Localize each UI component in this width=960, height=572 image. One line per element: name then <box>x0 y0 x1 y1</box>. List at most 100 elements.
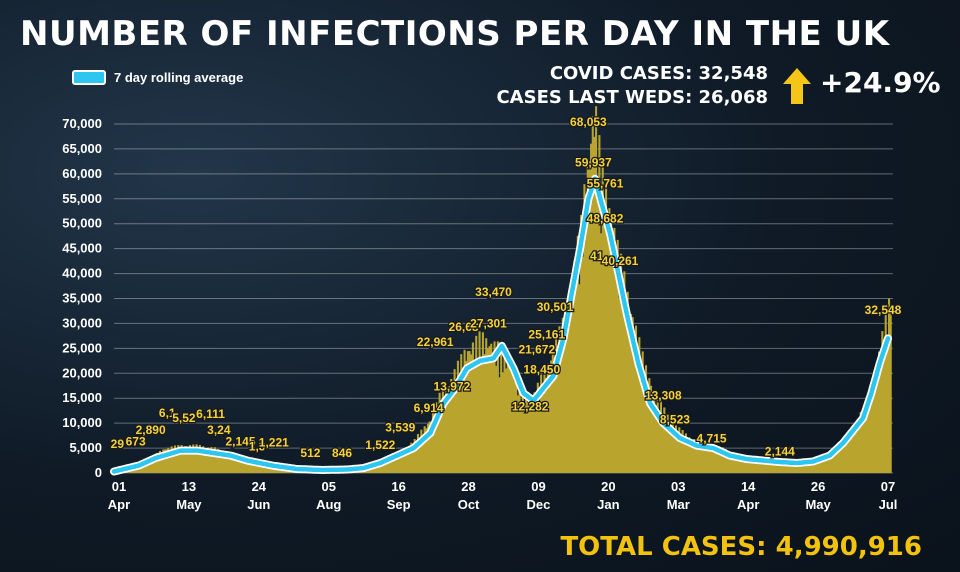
bar <box>433 418 436 473</box>
bar <box>208 450 211 473</box>
bar <box>217 448 220 473</box>
bar <box>684 433 687 473</box>
bar <box>157 456 160 473</box>
bar <box>223 453 226 473</box>
bar <box>620 253 623 473</box>
bar <box>423 426 426 473</box>
bar <box>435 402 438 473</box>
bar <box>773 460 776 473</box>
y-tick-label: 70,000 <box>62 116 102 131</box>
bar <box>791 462 794 473</box>
bar <box>661 420 664 473</box>
bar <box>218 454 221 473</box>
bar <box>811 460 814 473</box>
bar <box>551 349 554 473</box>
bar <box>541 391 544 473</box>
bar <box>776 460 779 473</box>
bar <box>520 403 523 473</box>
data-label: 512 <box>300 446 320 460</box>
bar <box>694 443 697 473</box>
bar <box>526 402 529 473</box>
data-label: 3,539 <box>385 421 415 435</box>
bar <box>525 394 528 473</box>
bar <box>486 348 489 473</box>
bar <box>561 317 564 473</box>
bar <box>863 405 866 473</box>
bar <box>453 369 456 473</box>
x-tick-month: Jun <box>247 497 270 512</box>
data-label: 12,282 <box>512 400 549 414</box>
bar <box>471 342 474 473</box>
bar <box>729 453 732 473</box>
bar <box>759 462 762 473</box>
bar <box>615 268 618 473</box>
x-tick-day: 14 <box>741 479 756 494</box>
data-label: 30,501 <box>537 300 574 314</box>
x-tick-day: 05 <box>321 479 335 494</box>
bar <box>162 449 165 473</box>
bar <box>528 401 531 473</box>
bar <box>173 445 176 473</box>
bar <box>501 372 504 473</box>
bar <box>150 459 153 473</box>
bar <box>418 441 421 473</box>
bar <box>843 446 846 473</box>
bar <box>448 386 451 473</box>
bar <box>463 349 466 473</box>
x-tick-month: Jul <box>879 497 898 512</box>
legend-swatch-rolling-average <box>72 70 106 85</box>
bar <box>734 456 737 473</box>
bar <box>726 453 729 473</box>
bar <box>819 456 822 473</box>
bar <box>649 385 653 473</box>
data-label: 5,52 <box>172 411 196 425</box>
bar <box>828 454 831 473</box>
bar <box>222 454 225 473</box>
bar <box>227 456 230 473</box>
bar <box>646 382 649 473</box>
bar <box>889 310 892 473</box>
bar <box>248 463 251 473</box>
bar <box>829 451 832 473</box>
bar <box>237 461 240 473</box>
bar <box>721 447 724 473</box>
bar <box>709 445 712 473</box>
bar <box>473 359 476 473</box>
bar <box>688 437 691 473</box>
bar <box>648 378 651 473</box>
bar <box>436 415 439 473</box>
bar <box>242 460 245 473</box>
bar <box>378 462 381 473</box>
bar <box>190 449 193 473</box>
y-tick-label: 45,000 <box>62 241 102 256</box>
bar <box>476 365 479 473</box>
bar <box>490 343 493 473</box>
bar <box>160 452 163 473</box>
bar <box>480 361 483 473</box>
stats-box: COVID CASES: 32,548 CASES LAST WEDS: 26,… <box>496 62 768 110</box>
bar <box>689 439 692 473</box>
data-label: 6,111 <box>196 407 225 421</box>
y-tick-label: 25,000 <box>62 340 102 355</box>
up-arrow-icon <box>783 68 811 104</box>
bar <box>659 401 663 473</box>
bar <box>521 387 524 473</box>
data-label: 2,144 <box>765 445 795 459</box>
bar <box>761 459 764 473</box>
bar <box>268 465 271 473</box>
bar <box>585 210 588 474</box>
data-label: 25,161 <box>528 327 565 341</box>
bar <box>664 420 668 473</box>
data-label: 27,301 <box>470 316 507 330</box>
bar <box>563 340 566 473</box>
bar <box>172 451 175 473</box>
bar <box>658 414 661 473</box>
x-tick-day: 07 <box>881 479 895 494</box>
y-tick-label: 55,000 <box>62 191 102 206</box>
bar <box>202 446 205 473</box>
bar <box>385 458 388 473</box>
bar <box>868 404 871 473</box>
bar <box>610 221 613 473</box>
bar <box>182 447 185 473</box>
y-tick-label: 10,000 <box>62 415 102 430</box>
